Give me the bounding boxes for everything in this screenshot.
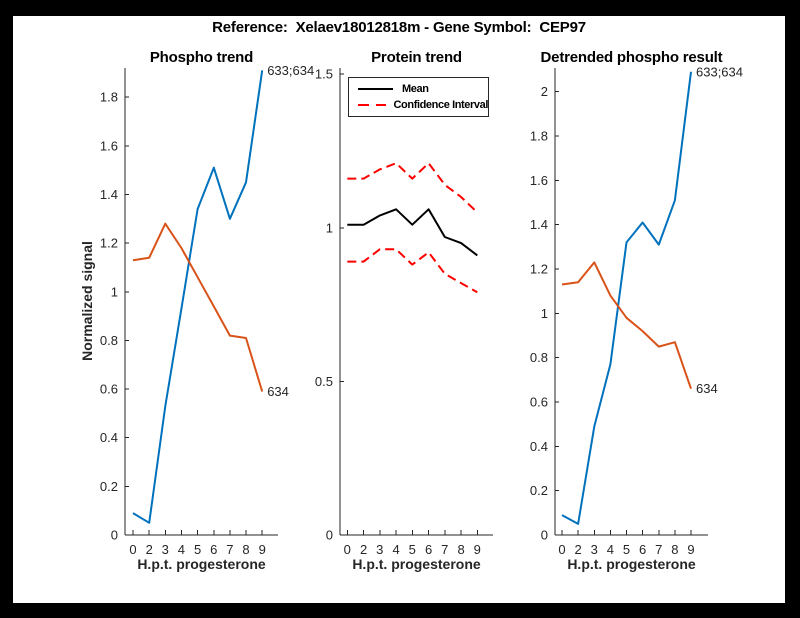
series-line-confidence-interval-upper: [347, 162, 478, 214]
y-tick-label: 1: [111, 284, 118, 299]
x-tick-label: 9: [259, 542, 266, 557]
x-tick-label: 6: [639, 542, 646, 557]
x-tick-label: 3: [376, 542, 383, 557]
x-tick-label: 7: [441, 542, 448, 557]
series-end-label: 634: [267, 384, 289, 399]
x-tick-label: 6: [210, 542, 217, 557]
panel-0-tick-labels: 00.20.40.60.811.21.41.61.80 2 3 4 5 6 7 8 9: [100, 90, 266, 557]
axis-spines: [339, 68, 493, 536]
charts-canvas: 0 0.2 0.4 0.6 0.8 1 1.2 1.4 1.6 1.8 0 2 3 4 5 6 7 8 9 633;6…: [13, 16, 785, 603]
x-tick-label: 0: [129, 542, 136, 557]
charts-svg: 00.20.40.60.811.21.41.61.80 2 3 4 5 6 7 8 9633;6…: [100, 63, 743, 557]
axis-spines: [554, 68, 708, 536]
y-tick-label: 0.6: [100, 382, 118, 397]
legend-row-confidence-interval: Confidence Interval: [357, 99, 488, 111]
x-tick-label: 4: [607, 542, 614, 557]
x-tick-label: 7: [226, 542, 233, 557]
panel-1-tick-labels: 00.511.50 2 3 4 5 6 7 8 9: [315, 67, 481, 557]
y-tick-label: 0.8: [530, 350, 548, 365]
series-end-label: 633;634: [696, 64, 743, 79]
legend-row-mean: Mean: [357, 83, 488, 95]
x-axis-label-left: H.p.t. progesterone: [137, 556, 266, 572]
x-tick-label: 9: [474, 542, 481, 557]
series-line-mean: [347, 208, 478, 257]
y-tick-label: 0: [541, 528, 548, 543]
x-tick-label: 8: [242, 542, 249, 557]
x-tick-label: 2: [146, 542, 153, 557]
x-tick-label: 3: [162, 542, 169, 557]
x-tick-label: 2: [574, 542, 581, 557]
x-tick-label: 4: [178, 542, 185, 557]
panel-2-tick-labels: 00.20.40.60.811.21.41.61.820 2 3 4 5 6 7 8 9: [530, 84, 695, 557]
series-line-634: [561, 261, 692, 390]
y-tick-label: 1.2: [530, 262, 548, 277]
x-tick-label: 3: [591, 542, 598, 557]
y-tick-label: 0.2: [530, 483, 548, 498]
y-tick-label: 0.2: [100, 479, 118, 494]
x-tick-label: 8: [457, 542, 464, 557]
series-line-633-634: [132, 70, 264, 524]
y-tick-label: 0.4: [100, 430, 118, 445]
y-tick-label: 0.4: [530, 439, 548, 454]
legend-line-solid: [358, 87, 393, 90]
panel-1: 00.511.50 2 3 4 5 6 7 8 9: [315, 67, 493, 557]
y-tick-label: 0: [111, 528, 118, 543]
series-line-confidence-interval-lower: [347, 248, 478, 294]
y-tick-label: 1.6: [530, 173, 548, 188]
x-tick-label: 0: [558, 542, 565, 557]
y-tick-label: 1.4: [100, 187, 118, 202]
y-tick-label: 1.4: [530, 217, 548, 232]
legend-label-confidence-interval: Confidence Interval: [393, 99, 489, 112]
y-tick-label: 1.5: [315, 67, 333, 82]
axis-spines: [124, 68, 278, 536]
y-tick-label: 1.8: [100, 90, 118, 105]
x-axis-label-right: H.p.t. progesterone: [567, 556, 696, 572]
figure: Reference: Xelaev18012818m - Gene Symbol…: [13, 16, 785, 603]
y-tick-label: 2: [541, 84, 548, 99]
panel-1-axes: [339, 68, 493, 536]
x-tick-label: 8: [671, 542, 678, 557]
x-tick-label: 5: [409, 542, 416, 557]
y-tick-label: 1.2: [100, 236, 118, 251]
x-tick-label: 6: [425, 542, 432, 557]
x-tick-label: 9: [687, 542, 694, 557]
y-tick-label: 0.5: [315, 374, 333, 389]
panel-0-axes: [124, 68, 278, 536]
x-tick-label: 5: [194, 542, 201, 557]
x-tick-label: 7: [655, 542, 662, 557]
x-axis-label-middle: H.p.t. progesterone: [352, 556, 481, 572]
panel-0: 00.20.40.60.811.21.41.61.80 2 3 4 5 6 7 8 9633;6…: [100, 63, 314, 557]
legend-line-dashed: [358, 104, 386, 107]
series-end-label: 634: [696, 381, 718, 396]
y-tick-label: 1: [326, 220, 333, 235]
y-tick-label: 0.8: [100, 333, 118, 348]
y-tick-label: 0.6: [530, 395, 548, 410]
x-tick-label: 2: [360, 542, 367, 557]
series-line-633-634: [561, 71, 692, 525]
y-tick-label: 1.6: [100, 138, 118, 153]
legend-label-mean: Mean: [402, 82, 429, 95]
series-end-label: 633;634: [267, 63, 314, 78]
panel-title-phospho-trend: Phospho trend: [149, 49, 254, 66]
panel-title-protein-trend: Protein trend: [371, 49, 462, 66]
x-tick-label: 5: [623, 542, 630, 557]
figure-title: Reference: Xelaev18012818m - Gene Symbol…: [212, 19, 586, 36]
x-tick-label: 0: [344, 542, 351, 557]
panel-2: 00.20.40.60.811.21.41.61.820 2 3 4 5 6 7 8 9633;…: [530, 64, 743, 557]
y-tick-label: 0: [326, 528, 333, 543]
panel-title-detrended-phospho-result: Detrended phospho result: [540, 49, 723, 66]
x-tick-label: 4: [392, 542, 399, 557]
series-line-634: [132, 222, 264, 392]
y-tick-label: 1: [541, 306, 548, 321]
panel-2-axes: [554, 68, 708, 536]
legend-box: Mean Confidence Interval: [348, 77, 489, 117]
y-tick-label: 1.8: [530, 129, 548, 144]
